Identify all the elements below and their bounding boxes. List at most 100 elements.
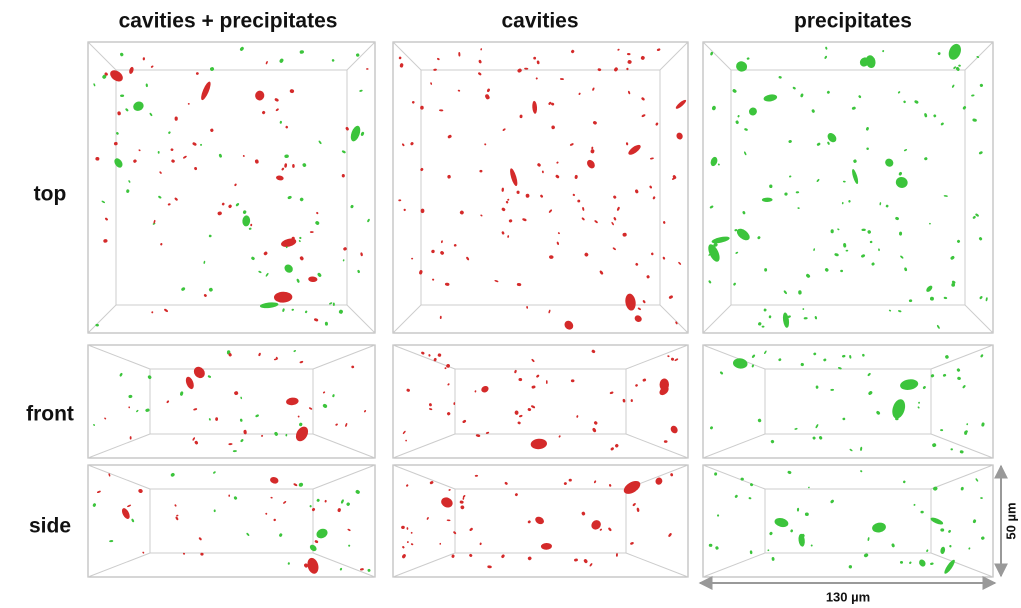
particle — [903, 100, 906, 103]
particle — [323, 391, 326, 394]
particle — [949, 545, 952, 548]
particle — [924, 113, 928, 118]
particle — [120, 95, 124, 97]
particle — [769, 531, 773, 535]
particle — [951, 84, 954, 88]
particle — [136, 409, 139, 412]
particle — [824, 55, 828, 59]
particle — [826, 90, 830, 94]
particle — [942, 373, 946, 377]
particle — [642, 378, 646, 382]
particle — [292, 164, 295, 168]
particle — [925, 285, 933, 294]
particle — [790, 529, 793, 533]
particle — [447, 175, 451, 179]
particle — [296, 278, 300, 283]
particle — [525, 194, 529, 198]
particle — [233, 496, 238, 501]
particle — [171, 159, 176, 163]
particle — [255, 414, 259, 418]
particle — [929, 223, 931, 225]
particle — [979, 295, 983, 299]
particle — [885, 204, 889, 208]
particle — [837, 228, 840, 230]
particle — [774, 517, 790, 529]
particle — [128, 180, 131, 183]
particle — [460, 505, 465, 510]
particle — [285, 125, 289, 129]
box-edge — [931, 553, 993, 577]
particle — [972, 215, 976, 219]
particle — [940, 528, 944, 531]
particle — [151, 311, 154, 314]
particle — [860, 447, 863, 452]
inner-box — [765, 369, 931, 434]
particle — [445, 367, 447, 369]
particle — [796, 191, 800, 193]
particle — [243, 155, 245, 157]
particle — [914, 100, 919, 105]
particle — [861, 254, 866, 258]
particle — [940, 122, 944, 126]
particle — [532, 101, 538, 114]
particle — [440, 316, 442, 319]
particle — [784, 192, 788, 196]
particle — [317, 272, 322, 278]
particle — [448, 489, 451, 491]
particle — [258, 270, 262, 273]
box-edge — [965, 42, 993, 70]
particle — [805, 273, 811, 278]
particle — [402, 430, 406, 434]
particle — [599, 270, 604, 275]
particle — [293, 483, 298, 487]
particle — [709, 156, 718, 167]
box-edge — [313, 434, 375, 458]
particle — [233, 450, 237, 452]
particle — [632, 502, 636, 506]
particle — [548, 209, 552, 213]
column-header: cavities — [501, 10, 578, 33]
particle — [508, 219, 512, 223]
particle — [635, 384, 639, 388]
particle — [263, 251, 268, 256]
particle — [447, 134, 452, 139]
particle — [800, 363, 804, 367]
particle — [763, 93, 778, 102]
particle — [316, 212, 319, 215]
particle — [798, 290, 802, 295]
particle — [454, 244, 457, 247]
particle — [308, 276, 318, 282]
particle — [514, 493, 518, 497]
particle — [501, 188, 504, 192]
particle — [848, 200, 851, 203]
particle — [583, 558, 588, 563]
particle — [635, 189, 639, 194]
particle — [486, 88, 490, 93]
particle — [104, 417, 107, 420]
particle — [299, 422, 303, 426]
particle — [709, 544, 713, 547]
box-edge — [88, 305, 116, 333]
particle — [265, 61, 268, 65]
particle — [582, 207, 585, 211]
particle — [143, 57, 145, 60]
particle — [926, 549, 929, 552]
particle — [401, 553, 406, 559]
particle — [599, 528, 602, 531]
particle — [762, 197, 773, 202]
particle — [318, 140, 322, 145]
particle — [778, 76, 782, 79]
particle — [305, 310, 308, 313]
particle — [531, 405, 536, 409]
particle — [924, 157, 928, 161]
particle — [411, 532, 413, 534]
box-edge — [393, 305, 421, 333]
panels — [88, 42, 993, 577]
particle — [501, 231, 505, 235]
particle — [279, 533, 283, 538]
particle — [228, 204, 233, 209]
particle — [299, 197, 304, 202]
particle — [732, 357, 748, 369]
particle — [160, 243, 163, 246]
particle — [284, 154, 289, 158]
